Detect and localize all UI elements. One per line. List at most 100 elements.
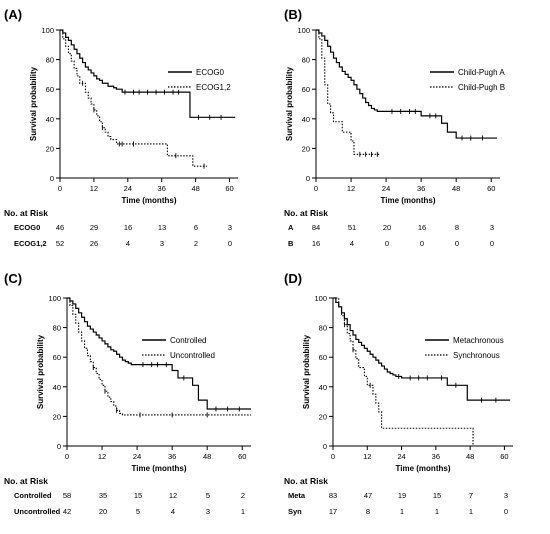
x-tick-label: 60 — [225, 184, 233, 193]
risk-value: 3 — [206, 507, 210, 516]
y-axis-label: Survival probability — [36, 334, 45, 409]
y-tick-label: 100 — [297, 26, 310, 35]
risk-value: 1 — [469, 507, 473, 516]
risk-value: 3 — [228, 223, 232, 232]
x-tick-label: 48 — [466, 452, 474, 461]
risk-value: 16 — [312, 239, 320, 248]
risk-row-label: B — [288, 239, 294, 248]
risk-value: 20 — [99, 507, 107, 516]
risk-value: 8 — [455, 223, 459, 232]
risk-table-header: No. at Risk — [284, 476, 328, 486]
y-tick-label: 60 — [319, 353, 327, 362]
legend-label-2: Child-Pugh B — [458, 83, 505, 92]
series-line-1 — [316, 29, 498, 139]
x-tick-label: 60 — [238, 452, 246, 461]
panel-label: (B) — [284, 7, 302, 22]
series-line-2 — [333, 297, 474, 446]
x-axis-label: Time (months) — [132, 464, 187, 473]
legend-label-2: ECOG1,2 — [196, 83, 231, 92]
x-tick-label: 12 — [98, 452, 106, 461]
y-tick-label: 40 — [319, 383, 327, 392]
risk-value: 15 — [433, 491, 441, 500]
risk-value: 29 — [90, 223, 98, 232]
y-tick-label: 60 — [53, 353, 61, 362]
risk-value: 6 — [194, 223, 198, 232]
y-tick-label: 20 — [302, 144, 310, 153]
legend-label-1: ECOG0 — [196, 68, 225, 77]
series-line-2 — [67, 297, 251, 416]
risk-value: 0 — [504, 507, 508, 516]
x-axis-label: Time (months) — [396, 464, 451, 473]
y-tick-label: 40 — [302, 115, 310, 124]
risk-row-label: ECOG1,2 — [14, 239, 47, 248]
y-tick-label: 40 — [53, 383, 61, 392]
x-tick-label: 24 — [397, 452, 405, 461]
risk-value: 5 — [136, 507, 140, 516]
x-tick-label: 60 — [500, 452, 508, 461]
series-line-1 — [60, 29, 236, 118]
risk-value: 3 — [160, 239, 164, 248]
y-tick-label: 20 — [53, 412, 61, 421]
risk-value: 2 — [241, 491, 245, 500]
risk-value: 12 — [169, 491, 177, 500]
risk-value: 0 — [420, 239, 424, 248]
risk-value: 8 — [366, 507, 370, 516]
risk-value: 3 — [504, 491, 508, 500]
y-axis-label: Survival probability — [302, 334, 311, 409]
panel-label: (C) — [4, 271, 22, 286]
legend-label-1: Child-Pugh A — [458, 68, 505, 77]
x-tick-label: 0 — [331, 452, 335, 461]
y-axis-label: Survival probability — [285, 66, 294, 141]
risk-value: 19 — [398, 491, 406, 500]
y-tick-label: 60 — [302, 85, 310, 94]
x-tick-label: 36 — [158, 184, 166, 193]
panel-label: (A) — [4, 7, 22, 22]
risk-table-header: No. at Risk — [4, 208, 48, 218]
risk-value: 84 — [312, 223, 320, 232]
x-tick-label: 12 — [363, 452, 371, 461]
y-tick-label: 80 — [46, 56, 54, 65]
risk-value: 16 — [418, 223, 426, 232]
x-tick-label: 48 — [191, 184, 199, 193]
x-tick-label: 36 — [432, 452, 440, 461]
risk-table-header: No. at Risk — [4, 476, 48, 486]
risk-value: 4 — [350, 239, 354, 248]
x-tick-label: 24 — [133, 452, 141, 461]
y-tick-label: 100 — [314, 294, 327, 303]
series-line-1 — [67, 297, 251, 410]
risk-value: 3 — [490, 223, 494, 232]
risk-value: 26 — [90, 239, 98, 248]
risk-value: 51 — [348, 223, 356, 232]
y-tick-label: 100 — [48, 294, 61, 303]
risk-value: 83 — [329, 491, 337, 500]
risk-table-header: No. at Risk — [284, 208, 328, 218]
x-tick-label: 36 — [168, 452, 176, 461]
series-line-1 — [333, 297, 511, 401]
risk-value: 42 — [63, 507, 71, 516]
risk-value: 13 — [158, 223, 166, 232]
x-axis-label: Time (months) — [122, 196, 177, 205]
risk-value: 1 — [400, 507, 404, 516]
y-tick-label: 0 — [57, 442, 61, 451]
risk-value: 17 — [329, 507, 337, 516]
risk-value: 2 — [194, 239, 198, 248]
y-tick-label: 0 — [323, 442, 327, 451]
risk-value: 1 — [241, 507, 245, 516]
y-tick-label: 40 — [46, 115, 54, 124]
risk-value: 47 — [364, 491, 372, 500]
risk-value: 0 — [490, 239, 494, 248]
y-tick-label: 0 — [306, 174, 310, 183]
risk-value: 5 — [206, 491, 210, 500]
x-tick-label: 48 — [452, 184, 460, 193]
series-line-2 — [316, 29, 381, 155]
risk-value: 4 — [126, 239, 130, 248]
risk-row-label: Syn — [288, 507, 302, 516]
x-tick-label: 0 — [58, 184, 62, 193]
legend-label-2: Synchronous — [453, 351, 500, 360]
series-line-2 — [60, 29, 207, 167]
y-tick-label: 100 — [41, 26, 54, 35]
y-axis-label: Survival probability — [29, 66, 38, 141]
risk-value: 0 — [455, 239, 459, 248]
